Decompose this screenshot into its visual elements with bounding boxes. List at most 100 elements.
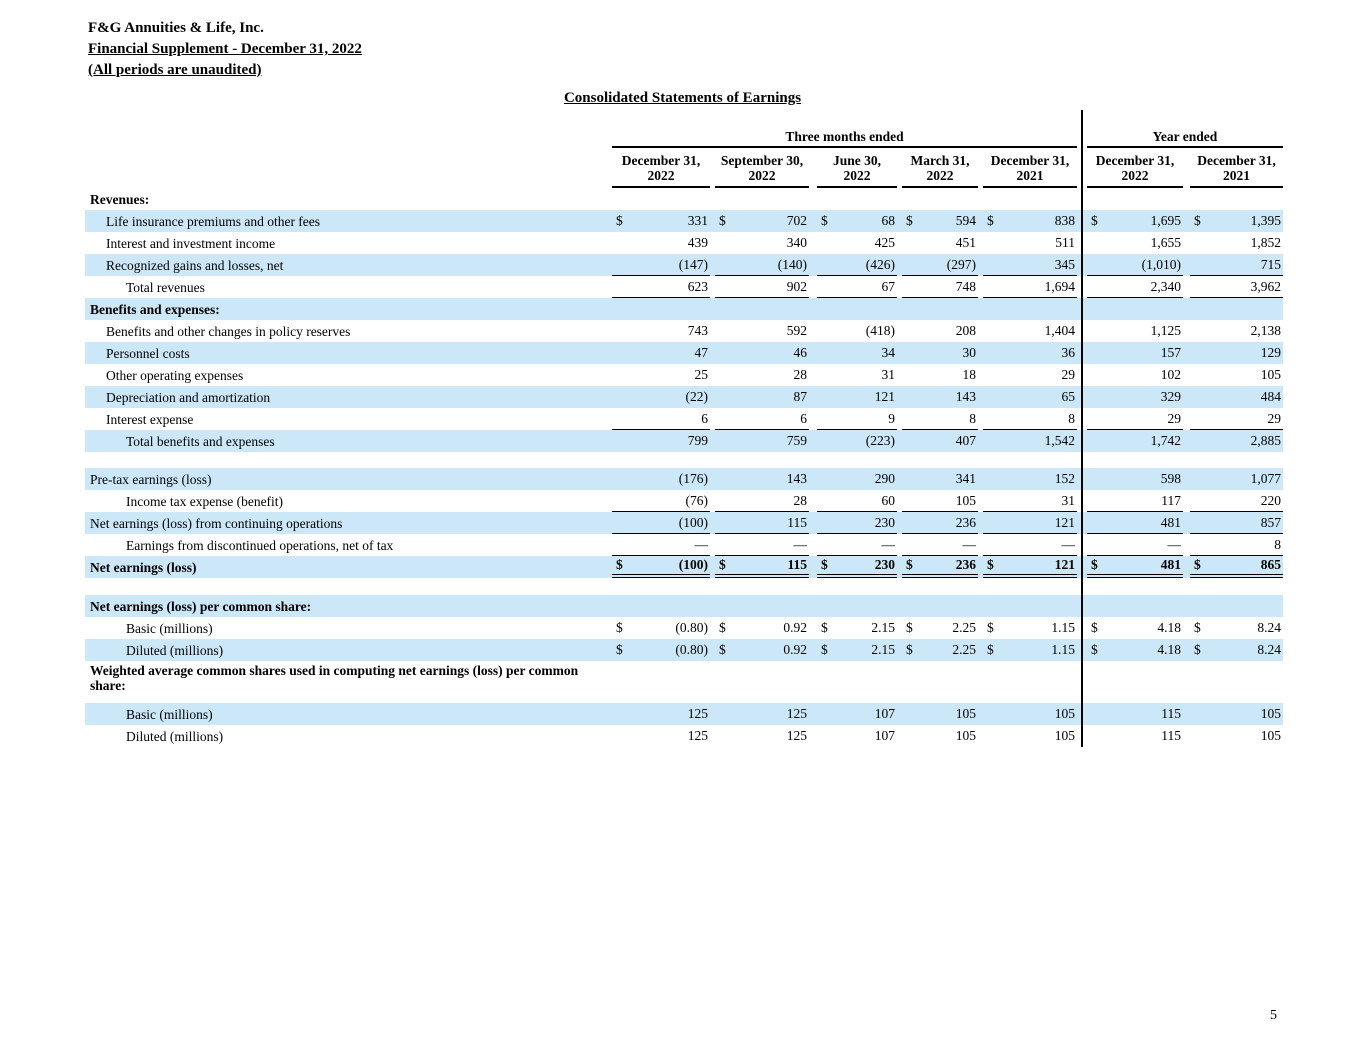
currency-symbol: $	[821, 620, 828, 635]
column-header: December 31, 2021	[1190, 153, 1283, 188]
currency-symbol: $	[1091, 620, 1098, 635]
row-label: Earnings from discontinued operations, n…	[126, 537, 394, 553]
cell-value: (140)	[777, 256, 807, 272]
document-header: F&G Annuities & Life, Inc. Financial Sup…	[88, 18, 362, 81]
cell-value: —	[793, 536, 808, 552]
cell-value: 2.15	[871, 620, 895, 635]
cell-value: 857	[1260, 514, 1281, 530]
value-cell: 102	[1087, 364, 1183, 386]
column-header: December 31, 2022	[1087, 153, 1183, 188]
value-cell: 743	[612, 320, 710, 342]
value-cell: 341	[902, 468, 978, 490]
value-cell: $481	[1087, 556, 1183, 578]
value-cell	[715, 188, 809, 210]
currency-symbol: $	[821, 213, 828, 228]
row-label: Depreciation and amortization	[106, 389, 271, 405]
value-cell: 65	[983, 386, 1077, 408]
cell-value: 329	[1160, 389, 1181, 404]
value-cell	[715, 663, 809, 703]
cell-value: 31	[1061, 492, 1076, 508]
cell-value: 28	[793, 492, 808, 508]
row-label: Benefits and other changes in policy res…	[106, 323, 351, 339]
table-row: Weighted average common shares used in c…	[85, 661, 1283, 703]
currency-symbol: $	[1194, 213, 1201, 228]
cell-value: (1,010)	[1141, 256, 1181, 272]
table-row: Pre-tax earnings (loss) (176) 143 290 341 152…	[85, 468, 1283, 490]
value-cell: 18	[902, 364, 978, 386]
cell-value: 8	[1274, 536, 1281, 552]
value-cell: 2,138	[1190, 320, 1283, 342]
value-cell: 105	[902, 703, 978, 725]
value-cell	[902, 188, 978, 210]
value-cell: 143	[902, 386, 978, 408]
cell-value: (176)	[678, 471, 708, 486]
cell-value: 2.25	[952, 620, 976, 635]
row-label: Interest and investment income	[106, 235, 276, 251]
value-cell: $0.92	[715, 617, 809, 639]
value-cell: 28	[715, 490, 809, 512]
cell-value: 1.15	[1051, 642, 1075, 657]
cell-value: —	[881, 536, 896, 552]
table-row: Depreciation and amortization (22) 87 121 14…	[85, 386, 1283, 408]
section-divider-line	[1081, 110, 1083, 747]
value-cell: 105	[983, 725, 1077, 747]
value-cell: 107	[817, 703, 897, 725]
value-cell: $0.92	[715, 639, 809, 661]
cell-value: 594	[955, 213, 976, 228]
cell-value: 29	[1061, 367, 1076, 382]
table-row: Net earnings (loss) from continuing oper…	[85, 512, 1283, 534]
value-cell: 759	[715, 430, 809, 452]
value-cell: (1,010)	[1087, 254, 1183, 276]
group-header-row: Three months ended Year ended	[85, 126, 1283, 148]
value-cell: (22)	[612, 386, 710, 408]
value-cell: 340	[715, 232, 809, 254]
cell-value: 29	[1167, 410, 1182, 426]
cell-value: —	[1061, 536, 1076, 552]
row-label: Other operating expenses	[106, 367, 244, 383]
value-cell	[983, 298, 1077, 320]
cell-value: 8.24	[1257, 642, 1281, 657]
cell-value: 29	[1267, 410, 1282, 426]
table-row: Basic (millions) 125 125 107 105 105 115 105	[85, 703, 1283, 725]
cell-value: 2,138	[1250, 323, 1281, 338]
value-cell: 152	[983, 468, 1077, 490]
currency-symbol: $	[987, 213, 994, 228]
cell-value: 34	[881, 345, 896, 360]
value-cell: $1.15	[983, 617, 1077, 639]
row-label: Pre-tax earnings (loss)	[90, 471, 212, 487]
table-row: Revenues:	[85, 188, 1283, 210]
value-cell: 439	[612, 232, 710, 254]
value-cell	[817, 188, 897, 210]
currency-symbol: $	[1194, 557, 1201, 572]
cell-value: 1,077	[1250, 471, 1281, 486]
currency-symbol: $	[719, 213, 726, 228]
value-cell: (297)	[902, 254, 978, 276]
value-cell: 230	[817, 512, 897, 534]
row-label: Net earnings (loss)	[90, 559, 197, 575]
value-cell: 345	[983, 254, 1077, 276]
cell-value: 290	[874, 471, 895, 486]
value-cell: $115	[715, 556, 809, 578]
cell-value: 451	[955, 235, 976, 250]
cell-value: (223)	[865, 433, 895, 448]
value-cell: 451	[902, 232, 978, 254]
row-label: Total benefits and expenses	[126, 433, 275, 449]
value-cell	[1087, 188, 1183, 210]
cell-value: 2,885	[1250, 433, 1281, 448]
cell-value: 105	[1054, 706, 1075, 721]
cell-value: 236	[955, 557, 976, 572]
value-cell: 31	[983, 490, 1077, 512]
currency-symbol: $	[987, 620, 994, 635]
cell-value: 715	[1260, 256, 1281, 272]
value-cell	[612, 595, 710, 617]
cell-value: 107	[874, 728, 895, 743]
row-label: Life insurance premiums and other fees	[106, 213, 321, 229]
table-row: Diluted (millions) $ (0.80) $0.92 $2.15 $2.25…	[85, 639, 1283, 661]
cell-value: 748	[955, 278, 976, 294]
cell-value: 0.92	[783, 620, 807, 635]
value-cell: 236	[902, 512, 978, 534]
cell-value: 1,655	[1150, 235, 1181, 250]
value-cell	[817, 298, 897, 320]
value-cell: 30	[902, 342, 978, 364]
row-label: Revenues:	[90, 191, 150, 207]
